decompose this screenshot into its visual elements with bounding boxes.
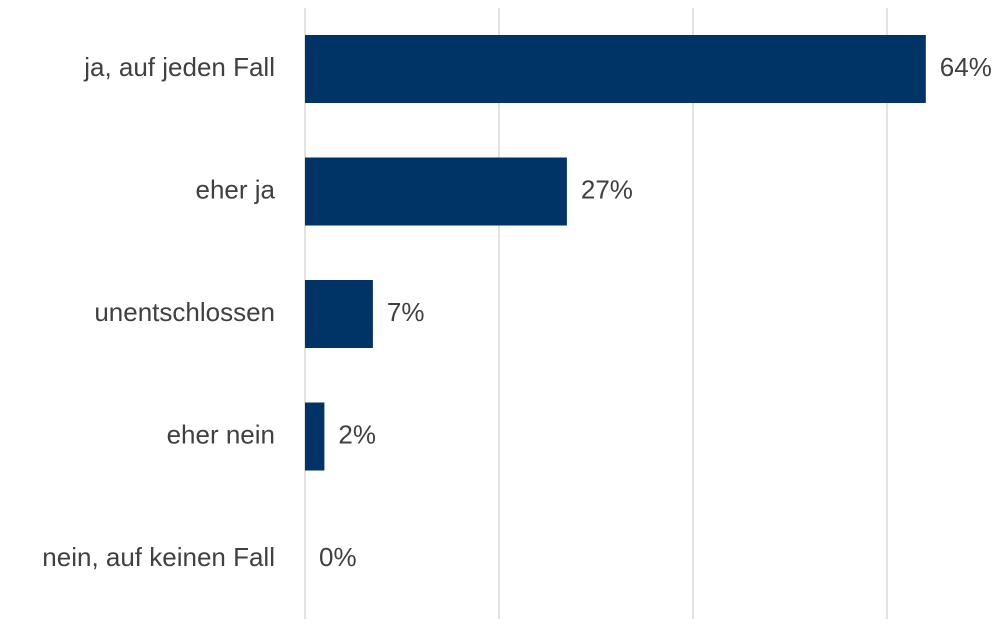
value-label: 7% [387, 297, 425, 327]
bar [305, 402, 325, 471]
bar [305, 280, 373, 348]
value-label: 2% [338, 419, 376, 449]
bar [305, 157, 567, 226]
y-tick-label: eher ja [196, 174, 276, 204]
value-label: 0% [319, 542, 357, 572]
y-tick-label: ja, auf jeden Fall [83, 52, 275, 82]
value-label: 27% [581, 174, 633, 204]
y-tick-label: nein, auf keinen Fall [42, 542, 275, 572]
y-tick-label: eher nein [167, 419, 275, 449]
value-label: 64% [940, 52, 992, 82]
bar [305, 35, 926, 103]
y-tick-label: unentschlossen [94, 297, 275, 327]
